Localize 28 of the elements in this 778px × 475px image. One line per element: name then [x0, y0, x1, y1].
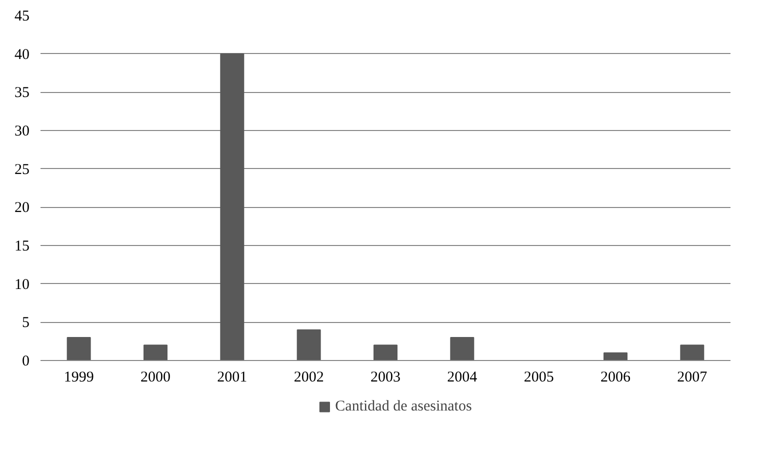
y-tick-label: 40 [14, 46, 30, 63]
y-tick-label: 10 [14, 276, 30, 293]
bar [66, 337, 91, 360]
bar [220, 53, 244, 360]
bar [450, 337, 474, 360]
bar [296, 329, 321, 360]
y-tick-label: 30 [14, 124, 30, 140]
y-tick-label: 35 [14, 85, 30, 102]
x-tick-label: 2000 [140, 370, 170, 386]
x-tick-label: 2006 [600, 370, 631, 386]
y-tick-label: 5 [22, 315, 30, 332]
x-tick-label: 2003 [370, 370, 400, 386]
legend-label: Cantidad de asesinatos [335, 398, 472, 415]
x-tick-label: 2007 [677, 370, 708, 386]
y-tick-label: 15 [14, 238, 30, 254]
bar [144, 344, 168, 360]
y-tick-label: 20 [14, 200, 30, 216]
y-tick-label: 0 [22, 354, 30, 370]
bar [680, 344, 704, 360]
x-tick-label: 2002 [294, 370, 324, 386]
y-tick-label: 45 [14, 8, 30, 24]
x-tick-label: 2005 [524, 370, 554, 386]
bar [604, 352, 628, 360]
x-tick-label: 2004 [447, 370, 478, 386]
x-tick-label: 2001 [217, 370, 248, 386]
bar [374, 344, 398, 360]
x-tick-label: 1999 [64, 370, 94, 386]
y-tick-label: 25 [14, 162, 30, 178]
